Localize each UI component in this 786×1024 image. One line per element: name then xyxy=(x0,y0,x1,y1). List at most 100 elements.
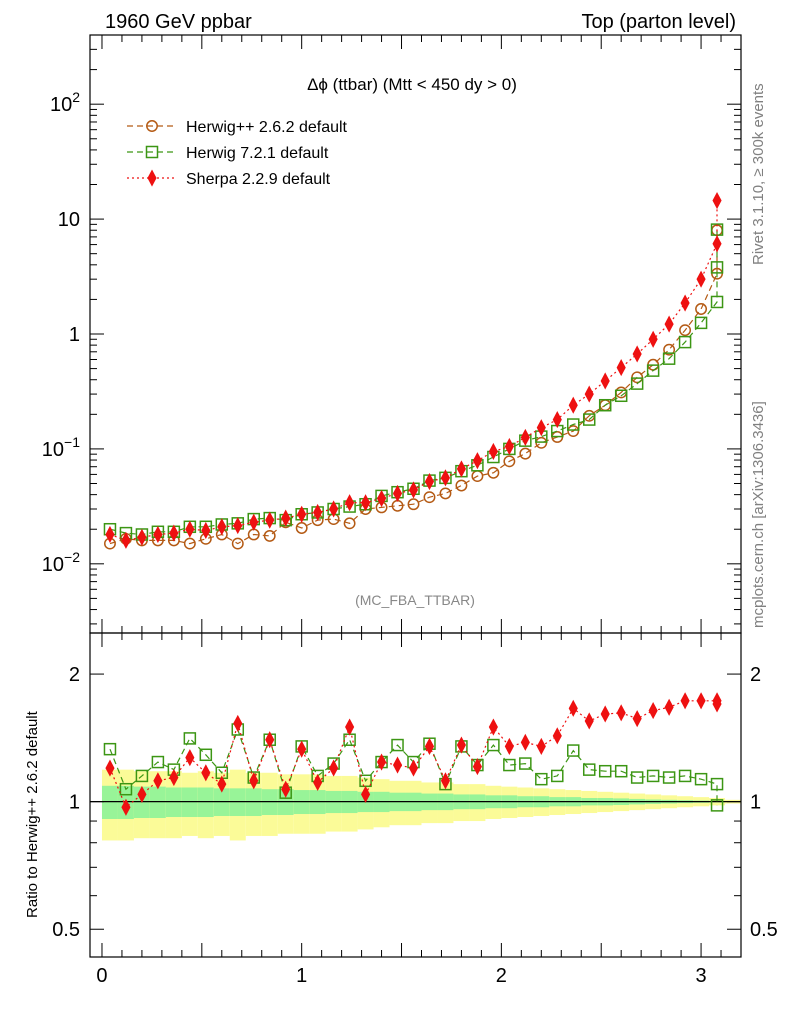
ratio-panel: 0.5 0.5 1 1 2 2 0 1 2 3 Ratio to Herwig++ 2.6.2 d… xyxy=(24,632,778,987)
main-axis-ticks xyxy=(90,34,741,633)
main-series-line xyxy=(109,230,718,545)
main-point-filled-diamond xyxy=(536,419,546,437)
main-point-filled-diamond xyxy=(201,521,211,540)
ratio-point-filled-diamond xyxy=(456,736,466,754)
ratio-point-filled-diamond xyxy=(153,772,163,790)
main-point-circle xyxy=(567,425,580,438)
ratio-point-open-square xyxy=(646,769,660,783)
main-point-filled-diamond xyxy=(520,428,530,446)
main-point-circle xyxy=(503,455,516,468)
main-point-circle xyxy=(343,517,356,530)
ratio-frame xyxy=(89,632,742,958)
ratio-point-filled-diamond xyxy=(313,773,323,792)
legend-marker xyxy=(145,145,159,159)
main-point-open-square xyxy=(694,316,708,330)
main-point-filled-diamond xyxy=(584,385,594,403)
ratio-point-filled-diamond xyxy=(408,759,419,777)
main-y-tick-label: 10 xyxy=(58,209,80,231)
main-point-open-square xyxy=(710,261,724,274)
ratio-point-filled-diamond xyxy=(265,731,275,749)
main-point-open-square xyxy=(630,377,644,390)
ratio-point-open-square xyxy=(487,738,500,752)
main-point-circle xyxy=(487,466,500,479)
ratio-y-tick-label-right: 1 xyxy=(750,792,761,814)
ratio-point-filled-diamond xyxy=(137,785,147,803)
main-point-filled-diamond xyxy=(648,330,658,348)
main-point-filled-diamond xyxy=(185,520,195,538)
main-point-filled-diamond xyxy=(153,525,163,544)
ratio-point-filled-diamond xyxy=(552,727,562,745)
ratio-point-open-square xyxy=(199,748,213,762)
main-y-tick-label: 10−2 xyxy=(42,549,80,576)
ratio-point-filled-diamond xyxy=(504,737,514,755)
main-point-filled-diamond xyxy=(137,528,147,546)
ratio-point-filled-diamond xyxy=(616,704,626,722)
main-point-filled-diamond xyxy=(568,396,578,414)
ratio-x-tick-label: 3 xyxy=(695,965,706,987)
main-point-circle xyxy=(455,479,468,492)
main-point-circle xyxy=(183,537,196,550)
legend-label: Herwig 7.2.1 default xyxy=(186,145,329,162)
tick-base: 10 xyxy=(42,439,64,461)
main-point-filled-diamond xyxy=(233,517,243,535)
main-point-filled-diamond xyxy=(345,494,355,512)
ratio-point-filled-diamond xyxy=(632,710,642,728)
main-point-circle xyxy=(679,324,692,337)
main-point-open-square xyxy=(662,352,676,365)
analysis-watermark: (MC_FBA_TTBAR) xyxy=(355,592,475,608)
main-point-filled-diamond xyxy=(281,509,291,527)
ratio-point-open-square xyxy=(151,755,165,769)
main-point-circle xyxy=(263,529,276,542)
ratio-point-open-square xyxy=(662,771,676,784)
ratio-point-filled-diamond xyxy=(105,759,115,777)
ratio-point-filled-diamond xyxy=(297,740,307,758)
main-point-circle xyxy=(695,303,708,315)
legend-label: Herwig++ 2.6.2 default xyxy=(186,119,348,136)
main-point-filled-diamond xyxy=(249,513,259,531)
tick-exponent: −2 xyxy=(64,549,80,565)
ratio-point-open-square xyxy=(598,764,612,778)
main-title: Δϕ (ttbar) (Mtt < 450 dy > 0) xyxy=(307,75,517,94)
ratio-tick-labels: 0.5 0.5 1 1 2 2 0 1 2 3 xyxy=(52,664,778,987)
main-y-tick-label: 1 xyxy=(69,324,80,346)
ratio-point-filled-diamond xyxy=(472,758,482,776)
ratio-point-filled-diamond xyxy=(201,764,211,782)
ratio-point-open-square xyxy=(535,772,548,786)
main-point-filled-diamond xyxy=(712,235,722,253)
ratio-point-filled-diamond xyxy=(185,749,195,767)
main-y-tick-label: 10−1 xyxy=(42,434,80,461)
main-point-circle xyxy=(663,343,676,356)
ratio-point-filled-diamond xyxy=(664,698,674,716)
ratio-x-tick-label: 0 xyxy=(96,965,107,987)
ratio-point-filled-diamond xyxy=(680,692,690,710)
main-point-filled-diamond xyxy=(632,345,642,363)
ratio-y-tick-label-left: 2 xyxy=(69,664,80,686)
main-point-filled-diamond xyxy=(680,294,690,312)
main-point-filled-diamond xyxy=(664,315,674,333)
ratio-point-filled-diamond xyxy=(233,714,243,732)
tick-base: 1 xyxy=(69,324,80,346)
ratio-point-open-square xyxy=(135,769,149,783)
main-point-filled-diamond xyxy=(504,437,514,456)
main-point-circle xyxy=(231,537,244,550)
ratio-point-open-square xyxy=(582,763,596,776)
tick-base: 10 xyxy=(50,94,72,116)
tick-exponent: −1 xyxy=(64,434,80,450)
ratio-y-tick-label-right: 0.5 xyxy=(750,919,778,941)
ratio-point-filled-diamond xyxy=(696,692,706,710)
ratio-point-filled-diamond xyxy=(648,702,658,720)
main-point-filled-diamond xyxy=(265,511,275,529)
ratio-point-filled-diamond xyxy=(169,768,179,787)
ratio-point-filled-diamond xyxy=(249,772,259,790)
ratio-point-open-square xyxy=(710,799,724,812)
legend: Herwig++ 2.6.2 default Herwig 7.2.1 defau… xyxy=(127,119,348,188)
main-point-filled-diamond xyxy=(217,518,227,536)
main-point-circle xyxy=(631,371,644,384)
main-point-open-square xyxy=(710,295,724,309)
tick-exponent: 2 xyxy=(72,89,80,105)
ratio-point-filled-diamond xyxy=(440,772,451,790)
ratio-point-filled-diamond xyxy=(121,798,131,816)
main-point-filled-diamond xyxy=(488,442,498,461)
